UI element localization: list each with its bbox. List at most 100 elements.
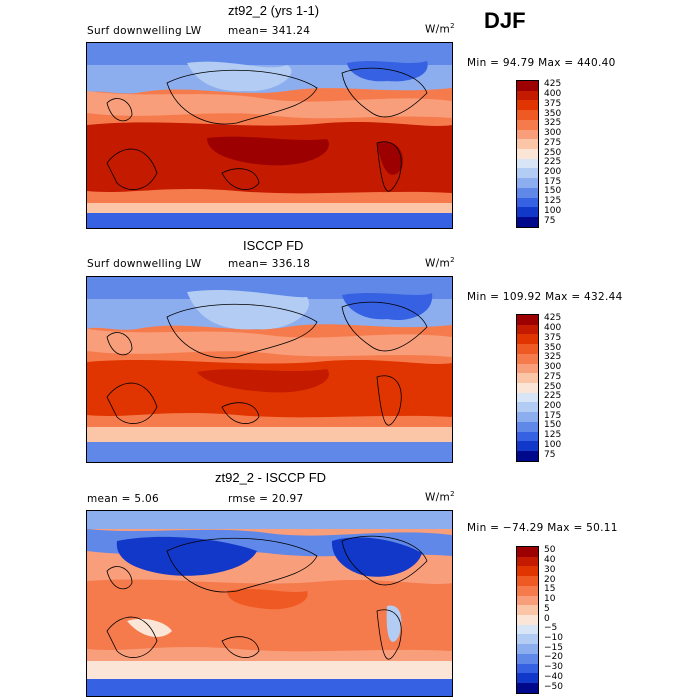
colorbar-swatch bbox=[517, 315, 538, 325]
panel-2-colorbar bbox=[516, 314, 539, 462]
season-label: DJF bbox=[484, 8, 526, 33]
colorbar-swatch bbox=[517, 566, 538, 577]
colorbar-tick-label: 30 bbox=[544, 564, 556, 575]
colorbar-tick-label: 100 bbox=[544, 439, 562, 450]
colorbar-swatch bbox=[517, 595, 538, 606]
colorbar-swatch bbox=[517, 683, 538, 693]
colorbar-tick-label: 275 bbox=[544, 371, 562, 382]
colorbar-tick-label: 175 bbox=[544, 410, 562, 421]
colorbar-tick-label: 375 bbox=[544, 332, 562, 343]
panel-3-units: W/m2 bbox=[425, 490, 455, 504]
colorbar-tick-label: 10 bbox=[544, 594, 556, 605]
colorbar-tick-label: 125 bbox=[544, 430, 562, 441]
colorbar-tick-label: 125 bbox=[544, 196, 562, 207]
panel-1-map bbox=[86, 42, 453, 229]
panel-3-map-field bbox=[87, 511, 452, 696]
colorbar-swatch bbox=[517, 217, 538, 227]
colorbar-swatch bbox=[517, 129, 538, 140]
colorbar-tick-label: 100 bbox=[544, 205, 562, 216]
colorbar-tick-label: 225 bbox=[544, 157, 562, 168]
colorbar-swatch bbox=[517, 197, 538, 208]
colorbar-tick-label: 75 bbox=[544, 215, 556, 226]
colorbar-tick-label: 250 bbox=[544, 381, 562, 392]
panel-2-map bbox=[86, 276, 453, 463]
panel-2-units: W/m2 bbox=[425, 256, 455, 270]
colorbar-swatch bbox=[517, 90, 538, 101]
colorbar-swatch bbox=[517, 663, 538, 674]
colorbar-tick-label: 150 bbox=[544, 186, 562, 197]
colorbar-tick-label: 225 bbox=[544, 391, 562, 402]
colorbar-swatch bbox=[517, 653, 538, 664]
colorbar-tick-label: 375 bbox=[544, 98, 562, 109]
colorbar-tick-label: 400 bbox=[544, 323, 562, 334]
panel-1-colorbar bbox=[516, 80, 539, 228]
colorbar-tick-label: 0 bbox=[544, 613, 550, 624]
colorbar-tick-label: 400 bbox=[544, 89, 562, 100]
colorbar-tick-label: 425 bbox=[544, 79, 562, 90]
colorbar-tick-label: −10 bbox=[544, 632, 563, 643]
colorbar-swatch bbox=[517, 158, 538, 169]
colorbar-swatch bbox=[517, 547, 538, 557]
colorbar-tick-label: −15 bbox=[544, 642, 563, 653]
colorbar-tick-label: 250 bbox=[544, 147, 562, 158]
panel-2-map-field bbox=[87, 277, 452, 462]
panel-2-variable-label: Surf downwelling LW bbox=[87, 258, 202, 270]
colorbar-swatch bbox=[517, 624, 538, 635]
colorbar-swatch bbox=[517, 119, 538, 130]
colorbar-swatch bbox=[517, 605, 538, 616]
colorbar-tick-label: 20 bbox=[544, 574, 556, 585]
colorbar-swatch bbox=[517, 412, 538, 422]
colorbar-tick-label: 275 bbox=[544, 137, 562, 148]
colorbar-tick-label: 150 bbox=[544, 420, 562, 431]
colorbar-swatch bbox=[517, 421, 538, 432]
colorbar-swatch bbox=[517, 673, 538, 684]
colorbar-tick-label: −20 bbox=[544, 652, 563, 663]
colorbar-swatch bbox=[517, 585, 538, 596]
colorbar-swatch bbox=[517, 556, 538, 567]
colorbar-swatch bbox=[517, 100, 538, 111]
colorbar-swatch bbox=[517, 178, 538, 188]
colorbar-swatch bbox=[517, 402, 538, 413]
panel-3-mean-label: mean = 5.06 bbox=[87, 493, 159, 505]
colorbar-tick-label: 200 bbox=[544, 400, 562, 411]
colorbar-tick-label: 175 bbox=[544, 176, 562, 187]
colorbar-tick-label: 425 bbox=[544, 313, 562, 324]
colorbar-tick-label: 350 bbox=[544, 108, 562, 119]
panel-1-mean-label: mean= 341.24 bbox=[228, 25, 311, 37]
colorbar-swatch bbox=[517, 344, 538, 354]
colorbar-tick-label: 300 bbox=[544, 128, 562, 139]
colorbar-swatch bbox=[517, 451, 538, 461]
colorbar-swatch bbox=[517, 187, 538, 198]
colorbar-tick-label: 15 bbox=[544, 584, 556, 595]
colorbar-swatch bbox=[517, 431, 538, 442]
colorbar-swatch bbox=[517, 81, 538, 91]
colorbar-tick-label: 75 bbox=[544, 449, 556, 460]
colorbar-tick-label: 40 bbox=[544, 555, 556, 566]
colorbar-swatch bbox=[517, 441, 538, 452]
colorbar-swatch bbox=[517, 373, 538, 384]
colorbar-swatch bbox=[517, 634, 538, 645]
colorbar-swatch bbox=[517, 334, 538, 345]
panel-1-map-field bbox=[87, 43, 452, 228]
colorbar-tick-label: −40 bbox=[544, 671, 563, 682]
colorbar-swatch bbox=[517, 392, 538, 403]
colorbar-tick-label: −50 bbox=[544, 681, 563, 692]
panel-3-colorbar bbox=[516, 546, 539, 694]
panel-2-minmax: Min = 109.92 Max = 432.44 bbox=[467, 291, 623, 303]
panel-2-mean-label: mean= 336.18 bbox=[228, 258, 311, 270]
colorbar-tick-label: 200 bbox=[544, 166, 562, 177]
colorbar-tick-label: −30 bbox=[544, 662, 563, 673]
panel-1-variable-label: Surf downwelling LW bbox=[87, 25, 202, 37]
colorbar-swatch bbox=[517, 644, 538, 654]
panel-3-rmse-label: rmse = 20.97 bbox=[228, 493, 304, 505]
colorbar-tick-label: 50 bbox=[544, 545, 556, 556]
colorbar-tick-label: 300 bbox=[544, 362, 562, 373]
colorbar-swatch bbox=[517, 363, 538, 374]
colorbar-tick-label: 325 bbox=[544, 352, 562, 363]
panel-1-minmax: Min = 94.79 Max = 440.40 bbox=[467, 57, 616, 69]
colorbar-swatch bbox=[517, 353, 538, 364]
colorbar-swatch bbox=[517, 576, 538, 586]
colorbar-swatch bbox=[517, 168, 538, 179]
colorbar-tick-label: 325 bbox=[544, 118, 562, 129]
colorbar-tick-label: −5 bbox=[544, 623, 558, 634]
